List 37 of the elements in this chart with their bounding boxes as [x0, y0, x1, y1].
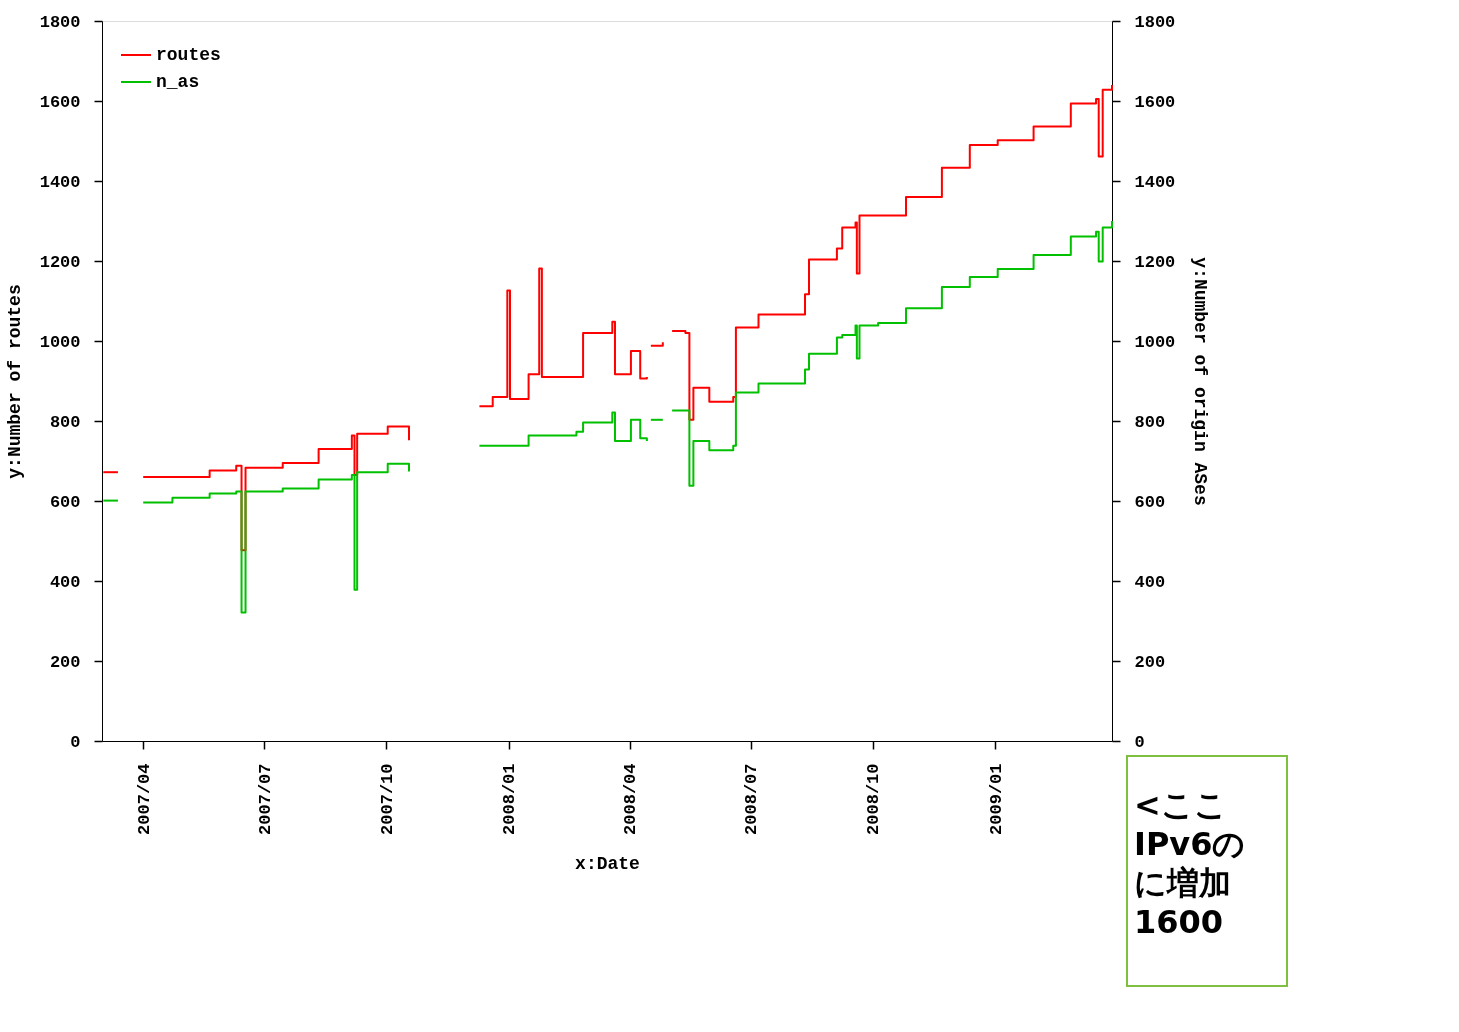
x-tick-label: 2007/07 [255, 763, 275, 835]
y2-tick-label: 200 [1134, 652, 1166, 672]
x-tick-label: 2008/10 [864, 763, 884, 835]
y-tick-label: 1400 [39, 172, 81, 192]
text: IPv6の [1134, 824, 1246, 863]
x-tick-label: 2008/07 [742, 763, 762, 835]
text: <ここ [1134, 785, 1227, 824]
y-tick-label: 400 [49, 572, 81, 592]
x-tick-label: 2008/01 [500, 763, 520, 835]
x-tick-label: 2008/04 [621, 763, 641, 835]
y2-tick-label: 400 [1134, 572, 1166, 592]
y-tick-label: 600 [49, 492, 81, 512]
y2-tick-label: 0 [1134, 732, 1145, 752]
x-axis-title: x:Date [575, 853, 640, 874]
y2-tick-label: 800 [1134, 412, 1166, 432]
y-tick-label: 1600 [39, 92, 81, 112]
x-tick-label: 2007/10 [377, 763, 397, 835]
y2-tick-label: 600 [1134, 492, 1166, 512]
y2-tick-label: 1600 [1134, 92, 1176, 112]
y-tick-label: 1000 [39, 332, 81, 352]
legend-label: n_as [156, 72, 200, 92]
y2-axis-title: y:Number of origin ASes [1190, 257, 1211, 506]
y-tick-label: 800 [49, 412, 81, 432]
y2-tick-label: 1800 [1134, 12, 1176, 32]
y2-tick-label: 1000 [1134, 332, 1176, 352]
y-axis-title: y:Number of routes [4, 284, 25, 479]
y2-tick-label: 1400 [1134, 172, 1176, 192]
y-tick-label: 1200 [39, 252, 81, 272]
y-tick-label: 0 [70, 732, 81, 752]
x-tick-label: 2009/01 [986, 763, 1006, 835]
y-tick-label: 200 [49, 652, 81, 672]
y2-tick-label: 1200 [1134, 252, 1176, 272]
y-tick-label: 1800 [39, 12, 81, 32]
x-tick-label: 2007/04 [134, 763, 154, 835]
text: に増加 [1134, 863, 1231, 902]
legend-label: routes [156, 45, 221, 65]
text: 1600 [1134, 902, 1224, 941]
